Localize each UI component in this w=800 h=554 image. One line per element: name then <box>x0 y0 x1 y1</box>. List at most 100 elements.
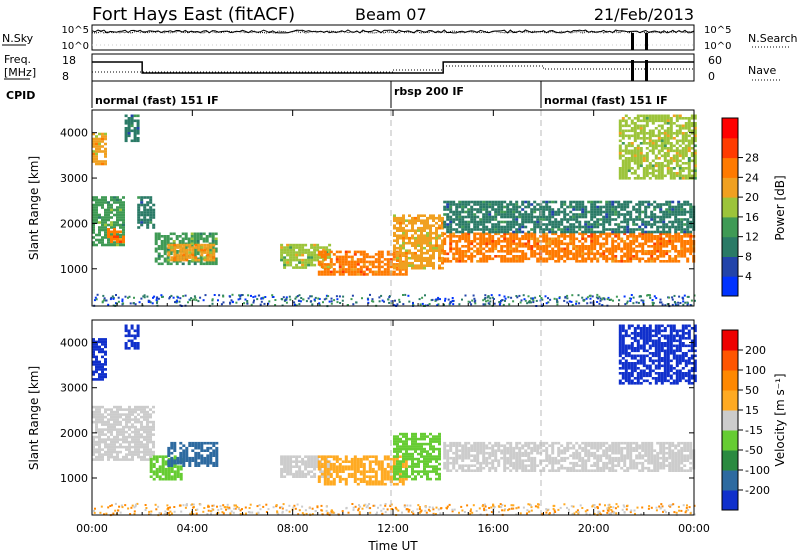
data-cell <box>317 297 320 300</box>
data-cell <box>169 296 171 299</box>
data-cell <box>488 232 492 236</box>
data-cell <box>332 482 336 486</box>
data-cell <box>512 255 516 258</box>
data-cell <box>555 298 558 301</box>
data-cell <box>654 154 658 158</box>
data-cell <box>421 296 424 299</box>
data-cell <box>113 418 116 421</box>
data-cell <box>316 243 320 247</box>
data-cell <box>645 124 649 128</box>
data-cell <box>380 482 384 486</box>
data-cell <box>283 475 287 478</box>
data-cell <box>154 242 158 246</box>
data-cell <box>386 462 390 466</box>
data-cell <box>641 252 645 256</box>
data-cell <box>633 134 637 138</box>
data-cell <box>524 235 528 238</box>
data-cell <box>356 270 360 274</box>
data-cell <box>464 205 468 209</box>
data-cell <box>438 246 441 250</box>
data-cell <box>467 225 471 229</box>
data-cell <box>137 405 140 409</box>
colorbar-swatch <box>722 276 738 297</box>
data-cell <box>578 228 582 231</box>
data-cell <box>665 223 669 226</box>
data-cell <box>200 444 204 447</box>
data-cell <box>380 462 384 466</box>
data-cell <box>164 460 168 463</box>
data-cell <box>441 224 444 227</box>
data-cell <box>101 137 104 141</box>
data-cell <box>128 458 131 461</box>
data-cell <box>119 408 122 411</box>
data-cell <box>368 462 372 466</box>
data-cell <box>386 273 390 276</box>
data-cell <box>441 251 444 255</box>
data-cell <box>539 247 543 251</box>
data-cell <box>669 127 673 130</box>
data-cell <box>515 242 519 246</box>
data-cell <box>575 245 579 248</box>
data-cell <box>617 213 621 216</box>
data-cell <box>392 462 396 466</box>
data-cell <box>417 465 420 468</box>
data-cell <box>602 218 606 221</box>
data-cell <box>627 134 631 138</box>
data-cell <box>95 415 98 419</box>
data-cell <box>377 255 381 259</box>
data-cell <box>686 257 690 261</box>
data-cell <box>414 457 417 461</box>
data-cell <box>650 235 654 238</box>
data-cell <box>113 233 116 236</box>
data-cell <box>128 443 131 446</box>
data-cell <box>500 200 504 204</box>
data-cell <box>689 213 693 216</box>
data-cell <box>651 139 655 143</box>
data-cell <box>280 248 284 252</box>
data-cell <box>289 246 293 249</box>
data-cell <box>188 248 192 252</box>
data-cell <box>203 441 207 445</box>
data-cell <box>510 296 513 299</box>
data-cell <box>317 475 321 478</box>
data-cell <box>396 246 399 250</box>
data-cell <box>107 218 110 222</box>
data-cell <box>402 239 405 242</box>
data-cell <box>638 208 642 211</box>
data-cell <box>175 237 179 241</box>
data-cell <box>353 477 357 481</box>
data-cell <box>176 472 180 476</box>
data-cell <box>122 243 125 247</box>
data-cell <box>152 410 155 414</box>
data-cell <box>632 240 636 243</box>
data-cell <box>467 223 471 226</box>
data-cell <box>690 122 694 125</box>
data-cell <box>556 303 559 306</box>
data-cell <box>307 253 311 257</box>
data-cell <box>143 405 146 409</box>
data-cell <box>638 215 642 219</box>
data-cell <box>104 360 107 364</box>
data-cell <box>641 203 645 206</box>
data-cell <box>104 132 107 136</box>
data-cell <box>124 129 128 133</box>
data-cell <box>446 215 450 219</box>
data-cell <box>365 260 369 264</box>
data-cell <box>417 236 420 240</box>
data-cell <box>441 219 444 222</box>
data-cell <box>569 200 573 204</box>
data-cell <box>127 296 129 299</box>
data-cell <box>518 250 522 253</box>
data-cell <box>605 237 609 241</box>
data-cell <box>497 220 501 224</box>
data-cell <box>650 257 654 261</box>
data-cell <box>292 248 296 252</box>
data-cell <box>461 220 465 224</box>
data-cell <box>188 461 192 465</box>
data-cell <box>122 206 125 209</box>
data-cell <box>347 273 351 276</box>
data-cell <box>599 245 603 248</box>
data-cell <box>642 132 646 135</box>
data-cell <box>371 475 375 478</box>
data-cell <box>326 460 330 463</box>
